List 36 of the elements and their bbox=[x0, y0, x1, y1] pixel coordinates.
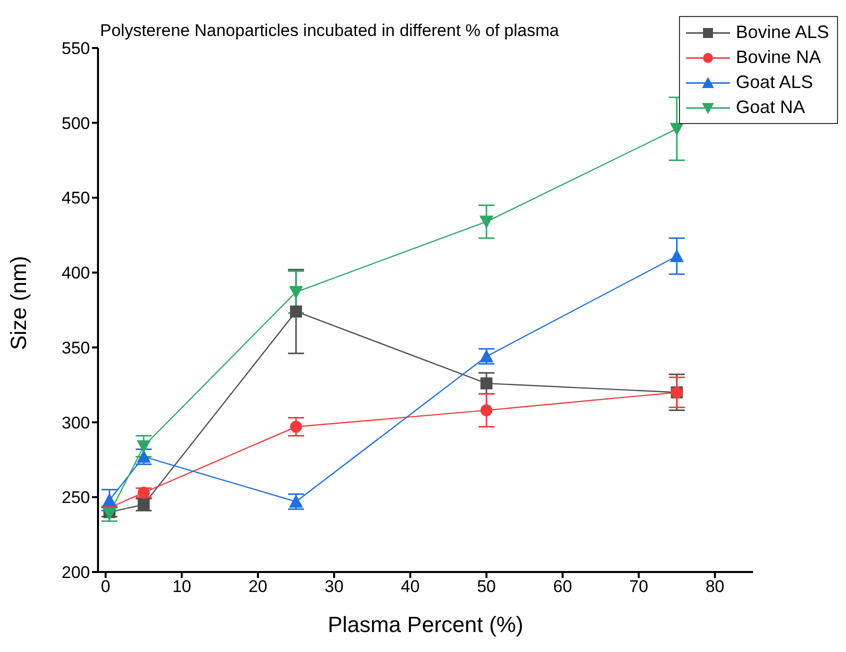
y-tick-label: 350 bbox=[62, 338, 90, 358]
legend-label: Bovine NA bbox=[736, 47, 821, 68]
chart-title: Polysterene Nanoparticles incubated in different % of plasma bbox=[100, 21, 560, 40]
x-tick-label: 10 bbox=[172, 577, 192, 596]
point bbox=[136, 440, 151, 454]
y-tick-label: 200 bbox=[62, 563, 90, 582]
legend-label: Bovine ALS bbox=[736, 22, 829, 43]
point bbox=[290, 305, 302, 318]
y-tick-label: 500 bbox=[62, 114, 90, 133]
x-tick-label: 30 bbox=[324, 577, 344, 596]
y-tick-label: 550 bbox=[62, 39, 90, 58]
point bbox=[290, 420, 302, 433]
point bbox=[670, 122, 684, 136]
x-tick-label: 70 bbox=[629, 577, 648, 596]
point bbox=[480, 404, 492, 416]
x-tick-label: 80 bbox=[705, 577, 724, 596]
point bbox=[480, 377, 492, 390]
point bbox=[102, 493, 116, 506]
point bbox=[479, 216, 494, 229]
point bbox=[670, 249, 684, 262]
legend-label: Goat NA bbox=[736, 97, 805, 118]
x-axis-title: Plasma Percent (%) bbox=[328, 612, 524, 637]
point bbox=[289, 286, 304, 300]
x-tick-label: 20 bbox=[248, 577, 268, 596]
x-tick-label: 50 bbox=[476, 577, 496, 596]
point bbox=[138, 486, 150, 499]
point bbox=[138, 498, 150, 511]
x-tick-label: 0 bbox=[100, 577, 110, 596]
y-tick-label: 250 bbox=[62, 488, 90, 508]
legend-label: Goat ALS bbox=[736, 72, 813, 93]
y-axis-title: Size (nm) bbox=[6, 256, 31, 350]
y-tick-label: 400 bbox=[62, 264, 90, 283]
x-tick-label: 40 bbox=[400, 577, 420, 596]
y-tick-label: 300 bbox=[62, 413, 90, 432]
y-tick-label: 450 bbox=[62, 188, 90, 208]
x-tick-label: 60 bbox=[553, 577, 572, 596]
